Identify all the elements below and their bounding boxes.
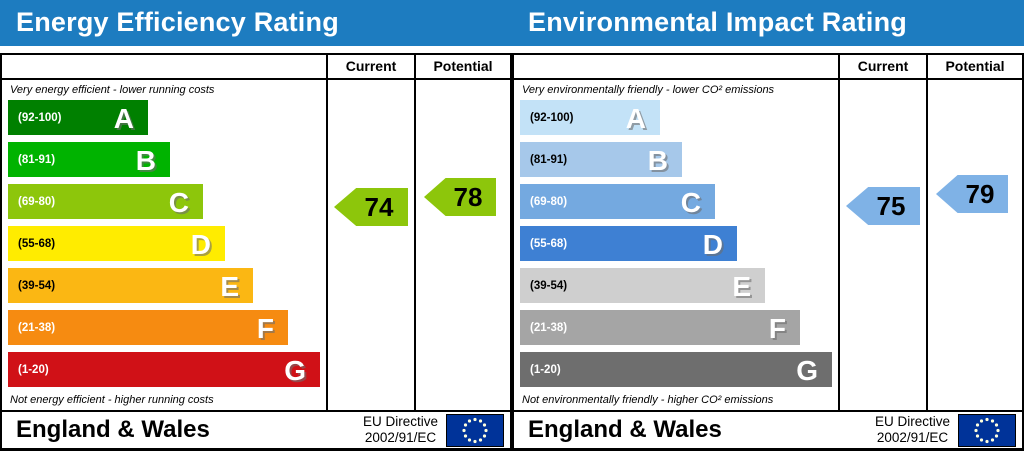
current-arrow: 75 xyxy=(846,187,920,225)
region-label: England & Wales xyxy=(16,416,210,443)
band-a: (92-100) A xyxy=(8,100,148,135)
top-caption: Very environmentally friendly - lower CO… xyxy=(522,84,775,96)
footer: England & Wales EU Directive 2002/91/EC xyxy=(0,410,512,451)
band-letter: C xyxy=(680,187,701,218)
band-c: (69-80) C xyxy=(520,184,715,219)
header-spacer xyxy=(514,55,840,80)
potential-score-cell: 78 xyxy=(416,80,510,410)
band-g: (1-20) G xyxy=(520,352,832,387)
eu-flag-stars xyxy=(462,417,488,443)
bands: (92-100) A (81-91) B (69-80) C (55-68) D (39-54)… xyxy=(520,100,838,387)
band-range-label: (21-38) xyxy=(530,321,568,334)
band-letter: E xyxy=(732,271,751,302)
rating-scale: Very energy efficient - lower running co… xyxy=(2,80,328,410)
potential-column-header: Potential xyxy=(928,55,1022,80)
bands: (92-100) A (81-91) B (69-80) C (55-68) D (39-54)… xyxy=(8,100,326,387)
band-g: (1-20) G xyxy=(8,352,320,387)
band-d: (55-68) D xyxy=(8,226,225,261)
eu-flag-icon xyxy=(958,413,1016,447)
band-range-label: (81-91) xyxy=(18,153,56,166)
potential-arrow: 79 xyxy=(936,175,1008,213)
bottom-caption: Not environmentally friendly - higher CO… xyxy=(522,394,774,406)
current-score-cell: 74 xyxy=(328,80,416,410)
band-d: (55-68) D xyxy=(520,226,737,261)
eu-flag-stars xyxy=(974,417,1000,443)
region-label: England & Wales xyxy=(528,416,722,443)
eu-directive-label: EU Directive 2002/91/EC xyxy=(363,414,438,446)
potential-value: 78 xyxy=(453,181,483,212)
eu-directive-label: EU Directive 2002/91/EC xyxy=(875,414,950,446)
eu-flag-icon xyxy=(446,413,504,447)
current-value: 74 xyxy=(364,191,394,222)
band-letter: A xyxy=(625,103,646,134)
band-letter: A xyxy=(113,103,134,134)
eu-directive-line1: EU Directive xyxy=(362,413,438,429)
band-f: (21-38) F xyxy=(520,310,800,345)
band-c: (69-80) C xyxy=(8,184,203,219)
eu-directive-line2: 2002/91/EC xyxy=(876,430,949,445)
current-value: 75 xyxy=(876,190,906,221)
environmental-title: Environmental Impact Rating xyxy=(528,7,907,37)
band-range-label: (69-80) xyxy=(530,195,568,208)
band-letter: C xyxy=(168,187,189,218)
band-letter: D xyxy=(190,229,211,260)
band-letter: F xyxy=(768,313,786,344)
environmental-impact-panel: Current Potential Very environmentally f… xyxy=(512,53,1024,451)
potential-column-header: Potential xyxy=(416,55,510,80)
band-b: (81-91) B xyxy=(8,142,170,177)
footer: England & Wales EU Directive 2002/91/EC xyxy=(512,410,1024,451)
top-caption: Very energy efficient - lower running co… xyxy=(10,84,215,96)
band-range-label: (39-54) xyxy=(530,279,568,292)
eu-directive-line1: EU Directive xyxy=(874,413,950,429)
potential-score-cell: 79 xyxy=(928,80,1022,410)
band-letter: B xyxy=(135,145,156,176)
band-range-label: (81-91) xyxy=(530,153,568,166)
band-f: (21-38) F xyxy=(8,310,288,345)
band-letter: G xyxy=(284,355,306,386)
potential-arrow: 78 xyxy=(424,178,496,216)
band-range-label: (69-80) xyxy=(18,195,56,208)
current-column-header: Current xyxy=(840,55,928,80)
band-range-label: (1-20) xyxy=(18,363,49,376)
band-e: (39-54) E xyxy=(8,268,253,303)
band-letter: B xyxy=(647,145,668,176)
band-letter: E xyxy=(220,271,239,302)
band-range-label: (92-100) xyxy=(530,111,574,124)
band-range-label: (1-20) xyxy=(530,363,561,376)
band-range-label: (55-68) xyxy=(18,237,56,250)
bottom-caption: Not energy efficient - higher running co… xyxy=(10,394,214,406)
band-letter: G xyxy=(796,355,818,386)
band-range-label: (21-38) xyxy=(18,321,56,334)
band-a: (92-100) A xyxy=(520,100,660,135)
header-spacer xyxy=(2,55,328,80)
current-score-cell: 75 xyxy=(840,80,928,410)
energy-title: Energy Efficiency Rating xyxy=(16,7,339,37)
eu-directive-line2: 2002/91/EC xyxy=(364,430,437,445)
title-bar: Energy Efficiency Rating Environmental I… xyxy=(0,0,1024,46)
current-column-header: Current xyxy=(328,55,416,80)
current-arrow: 74 xyxy=(334,188,408,226)
band-e: (39-54) E xyxy=(520,268,765,303)
band-range-label: (92-100) xyxy=(18,111,62,124)
band-letter: D xyxy=(702,229,723,260)
energy-efficiency-panel: Current Potential Very energy efficient … xyxy=(0,53,512,451)
rating-scale: Very environmentally friendly - lower CO… xyxy=(514,80,840,410)
band-b: (81-91) B xyxy=(520,142,682,177)
band-range-label: (39-54) xyxy=(18,279,56,292)
band-range-label: (55-68) xyxy=(530,237,568,250)
band-letter: F xyxy=(256,313,274,344)
potential-value: 79 xyxy=(965,178,995,209)
